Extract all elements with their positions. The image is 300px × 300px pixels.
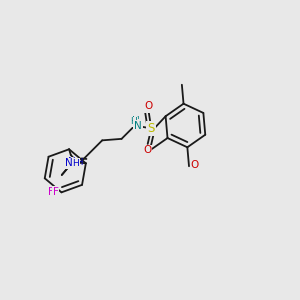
Text: H: H <box>132 116 140 126</box>
Text: F: F <box>52 187 59 197</box>
Text: F: F <box>48 187 54 197</box>
Text: S: S <box>148 122 155 135</box>
Text: N: N <box>134 121 142 131</box>
Text: O: O <box>145 101 153 112</box>
Text: H: H <box>76 158 83 167</box>
Text: O: O <box>190 160 199 170</box>
Text: O: O <box>144 146 152 155</box>
Text: N: N <box>65 158 73 168</box>
Text: O: O <box>145 102 153 112</box>
Text: N: N <box>68 158 76 167</box>
Text: O: O <box>142 146 151 155</box>
Text: S: S <box>148 122 155 135</box>
Text: methyl_stub: methyl_stub <box>0 299 1 300</box>
Text: O: O <box>189 161 197 171</box>
Text: H: H <box>73 159 79 168</box>
Text: N: N <box>135 120 143 130</box>
Text: H: H <box>130 117 137 126</box>
